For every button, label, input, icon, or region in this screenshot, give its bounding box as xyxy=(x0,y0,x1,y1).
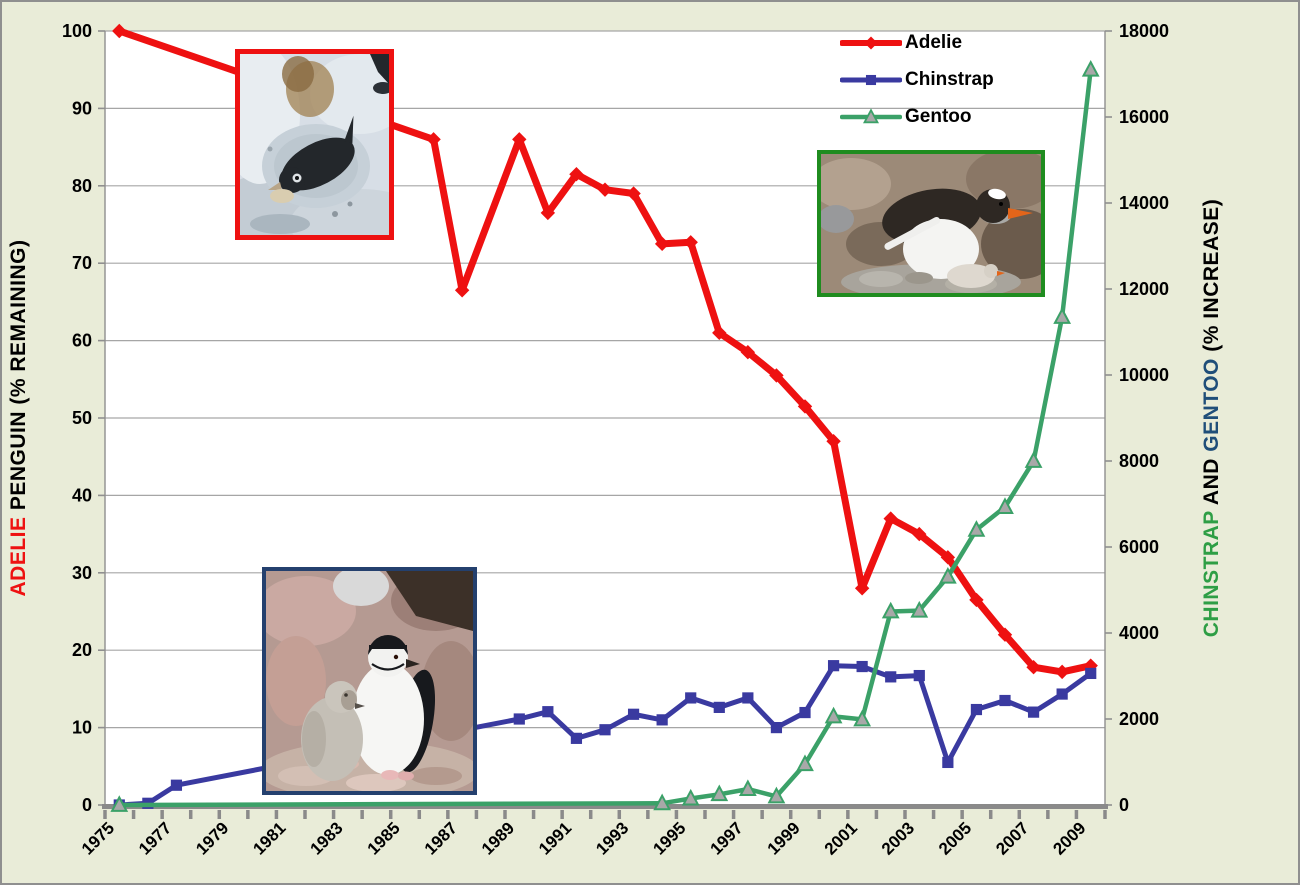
legend-item-chinstrap: Chinstrap xyxy=(840,67,994,93)
legend: Adelie Chinstrap Gentoo xyxy=(840,30,994,130)
svg-text:1995: 1995 xyxy=(649,818,689,858)
svg-text:0: 0 xyxy=(82,795,92,815)
gentoo-legend-swatch xyxy=(840,108,902,124)
svg-text:4000: 4000 xyxy=(1119,623,1159,643)
gentoo-photo-image xyxy=(821,154,1041,293)
legend-label-adelie: Adelie xyxy=(905,32,963,53)
svg-text:12000: 12000 xyxy=(1119,279,1169,299)
svg-text:70: 70 xyxy=(72,253,92,273)
svg-text:50: 50 xyxy=(72,408,92,428)
svg-text:1985: 1985 xyxy=(364,818,404,858)
svg-text:16000: 16000 xyxy=(1119,107,1169,127)
svg-text:2001: 2001 xyxy=(821,818,861,858)
svg-text:30: 30 xyxy=(72,563,92,583)
legend-item-gentoo: Gentoo xyxy=(840,104,994,130)
axis-title-part: (% INCREASE) xyxy=(1200,198,1223,359)
svg-text:1975: 1975 xyxy=(78,818,118,858)
svg-text:80: 80 xyxy=(72,176,92,196)
svg-text:14000: 14000 xyxy=(1119,193,1169,213)
left-axis-title: ADELIE PENGUIN (% REMAINING) xyxy=(7,18,31,818)
svg-text:2000: 2000 xyxy=(1119,709,1159,729)
chinstrap-series xyxy=(113,660,1097,811)
axis-title-part: ADELIE xyxy=(7,516,30,597)
svg-text:20: 20 xyxy=(72,640,92,660)
svg-text:1977: 1977 xyxy=(135,818,175,858)
adelie-photo-image xyxy=(240,54,389,235)
svg-text:18000: 18000 xyxy=(1119,21,1169,41)
svg-text:1979: 1979 xyxy=(192,818,232,858)
svg-text:60: 60 xyxy=(72,331,92,351)
chinstrap-photo xyxy=(262,567,477,795)
legend-item-adelie: Adelie xyxy=(840,30,994,56)
x-axis: 1975 1977 1979 1981 1983 1985 1987 1989 1991 1993… xyxy=(78,804,1108,859)
svg-text:90: 90 xyxy=(72,98,92,118)
chinstrap-photo-image xyxy=(266,571,473,791)
svg-text:1983: 1983 xyxy=(307,818,347,858)
right-axis-title: CHINSTRAP AND GENTOO (% INCREASE) xyxy=(1200,18,1224,818)
svg-text:40: 40 xyxy=(72,485,92,505)
axis-title-part: PENGUIN (% REMAINING) xyxy=(7,239,30,517)
svg-text:1987: 1987 xyxy=(421,818,461,858)
svg-text:10000: 10000 xyxy=(1119,365,1169,385)
svg-text:1981: 1981 xyxy=(249,818,289,858)
svg-text:2003: 2003 xyxy=(878,818,918,858)
adelie-series xyxy=(112,23,1098,680)
axis-title-part: CHINSTRAP xyxy=(1200,510,1223,638)
svg-text:1999: 1999 xyxy=(764,818,804,858)
svg-text:8000: 8000 xyxy=(1119,451,1159,471)
chinstrap-legend-swatch xyxy=(840,74,902,86)
axis-title-part: GENTOO xyxy=(1200,358,1223,452)
svg-text:2005: 2005 xyxy=(935,818,975,858)
svg-text:6000: 6000 xyxy=(1119,537,1159,557)
svg-text:0: 0 xyxy=(1119,795,1129,815)
svg-text:1991: 1991 xyxy=(535,818,575,858)
adelie-photo xyxy=(235,49,394,240)
adelie-legend-swatch xyxy=(840,36,902,50)
legend-label-gentoo: Gentoo xyxy=(905,106,972,127)
gentoo-photo xyxy=(817,150,1045,297)
right-axis: 0 2000 4000 6000 8000 10000 12000 14000 16000 180… xyxy=(1105,21,1169,815)
gentoo-series xyxy=(110,59,1100,812)
svg-text:1993: 1993 xyxy=(592,818,632,858)
left-axis: 0 10 20 30 40 50 60 70 80 90 100 xyxy=(62,21,105,815)
svg-text:10: 10 xyxy=(72,718,92,738)
svg-text:1989: 1989 xyxy=(478,818,518,858)
svg-text:2009: 2009 xyxy=(1049,818,1089,858)
axis-title-part: AND xyxy=(1200,451,1223,511)
svg-text:100: 100 xyxy=(62,21,92,41)
svg-text:1997: 1997 xyxy=(707,818,747,858)
legend-label-chinstrap: Chinstrap xyxy=(905,69,994,90)
svg-text:2007: 2007 xyxy=(992,818,1032,858)
